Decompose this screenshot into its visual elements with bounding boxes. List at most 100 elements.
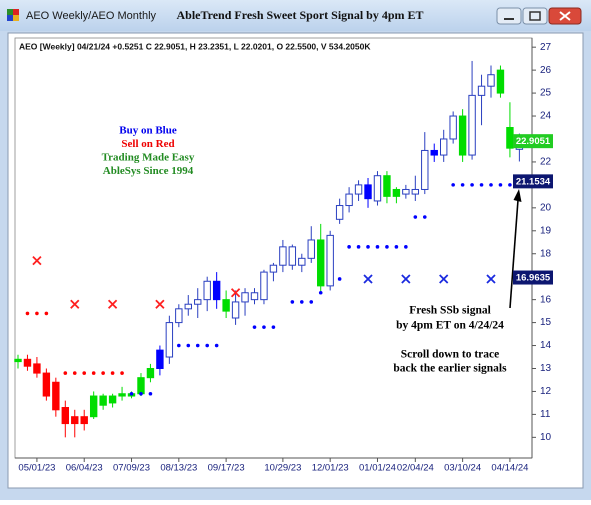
candle-body bbox=[345, 193, 353, 207]
buy-dots bbox=[186, 343, 191, 348]
sell-dots bbox=[120, 371, 124, 375]
candle-body bbox=[222, 299, 230, 312]
candle-body bbox=[203, 280, 211, 301]
y-tick-label: 25 bbox=[540, 88, 552, 99]
y-tick-label: 13 bbox=[540, 363, 552, 374]
note: Scroll down to trace bbox=[401, 349, 499, 361]
buy-dots bbox=[271, 325, 276, 329]
sell-dots bbox=[44, 311, 49, 316]
annotation: AbleSys Since 1994 bbox=[103, 165, 194, 177]
buy-dots bbox=[413, 215, 418, 219]
y-tick-label: 16 bbox=[540, 294, 552, 305]
buy-dots bbox=[404, 245, 408, 249]
candle-body bbox=[392, 188, 401, 197]
candle-body bbox=[506, 127, 514, 149]
y-tick-label: 22 bbox=[540, 157, 552, 168]
y-tick-label: 20 bbox=[540, 202, 552, 213]
candle-body bbox=[156, 349, 164, 369]
sell-x-mark bbox=[70, 299, 80, 309]
price-label-box bbox=[513, 174, 553, 189]
candle-body bbox=[194, 299, 202, 305]
buy-dots bbox=[385, 245, 389, 249]
note: back the earlier signals bbox=[393, 363, 507, 375]
candle-body bbox=[288, 246, 297, 266]
candle-body bbox=[477, 85, 486, 96]
candle-body bbox=[373, 175, 382, 202]
sell-x-mark bbox=[155, 299, 165, 309]
maximize-button[interactable] bbox=[522, 7, 548, 25]
sell-dots bbox=[101, 371, 105, 375]
candle-body bbox=[23, 358, 32, 367]
x-tick-label: 02/04/24 bbox=[397, 463, 434, 474]
candle-body bbox=[61, 407, 69, 425]
sell-dots bbox=[35, 311, 39, 316]
x-tick-label: 12/01/23 bbox=[312, 463, 349, 474]
candle-body bbox=[307, 239, 315, 259]
buy-dots bbox=[366, 245, 370, 249]
y-tick-label: 26 bbox=[540, 65, 552, 76]
x-tick-label: 07/09/23 bbox=[113, 463, 150, 474]
candle-body bbox=[468, 94, 476, 156]
candle-body bbox=[354, 184, 363, 195]
candle-body bbox=[42, 372, 51, 397]
candle-body bbox=[184, 303, 192, 310]
minimize-button[interactable] bbox=[496, 7, 522, 25]
window-buttons[interactable] bbox=[496, 7, 582, 25]
candle-body bbox=[279, 246, 287, 266]
y-tick-label: 14 bbox=[540, 340, 552, 351]
arrow-head bbox=[513, 189, 522, 202]
price-label: 16.9635 bbox=[516, 273, 551, 284]
sell-dots bbox=[25, 311, 30, 316]
candle-body bbox=[71, 416, 79, 425]
candle-body bbox=[402, 188, 410, 195]
x-tick-label: 04/14/24 bbox=[491, 463, 528, 474]
app-icon bbox=[7, 9, 19, 21]
buy-dots bbox=[422, 215, 427, 219]
candle-body bbox=[317, 239, 325, 287]
note: by 4pm ET on 4/24/24 bbox=[396, 320, 504, 332]
candle-body bbox=[326, 234, 334, 287]
chart-title: AbleTrend Fresh Sweet Sport Signal by 4p… bbox=[176, 8, 423, 22]
candle-body bbox=[146, 367, 155, 379]
candle-body bbox=[411, 188, 420, 195]
y-tick-label: 18 bbox=[540, 248, 552, 259]
price-label-box bbox=[513, 270, 553, 285]
buy-dots bbox=[290, 300, 295, 304]
buy-dots bbox=[262, 325, 266, 329]
candle-body bbox=[33, 363, 41, 374]
x-tick-label: 03/10/24 bbox=[444, 463, 481, 474]
sell-x-mark bbox=[230, 288, 241, 298]
buy-dots bbox=[139, 391, 143, 396]
sell-dots bbox=[91, 371, 96, 375]
buy-dots bbox=[148, 391, 153, 396]
x-tick-label: 05/01/23 bbox=[18, 463, 55, 474]
info-line: AEO [Weekly] 04/21/24 +0.5251 C 22.9051,… bbox=[19, 41, 371, 51]
annotation: Trading Made Easy bbox=[102, 152, 195, 164]
candle-body bbox=[80, 416, 88, 425]
buy-dots bbox=[489, 183, 493, 187]
y-tick-label: 15 bbox=[540, 317, 552, 328]
buy-dots bbox=[177, 343, 181, 348]
candle-body bbox=[118, 393, 126, 397]
buy-x-mark bbox=[401, 274, 411, 284]
buy-dots bbox=[347, 245, 351, 249]
sell-dots bbox=[110, 371, 115, 375]
candle-body bbox=[449, 115, 457, 140]
buy-dots bbox=[337, 277, 342, 281]
price-label: 21.1534 bbox=[516, 176, 551, 187]
candle-body bbox=[421, 149, 429, 190]
candle-body bbox=[14, 358, 22, 363]
candle-body bbox=[458, 115, 467, 156]
sell-x-mark bbox=[32, 255, 42, 266]
buy-dots bbox=[498, 183, 503, 187]
candle-body bbox=[250, 292, 259, 301]
buy-dots bbox=[451, 183, 455, 187]
buy-dots bbox=[252, 325, 257, 329]
buy-dots bbox=[195, 343, 200, 348]
candle-body bbox=[383, 175, 391, 197]
price-label: 22.9051 bbox=[516, 136, 551, 147]
buy-dots bbox=[214, 343, 219, 348]
y-tick-label: 19 bbox=[540, 225, 552, 236]
title-bar bbox=[0, 0, 591, 31]
buy-x-mark bbox=[486, 274, 496, 284]
